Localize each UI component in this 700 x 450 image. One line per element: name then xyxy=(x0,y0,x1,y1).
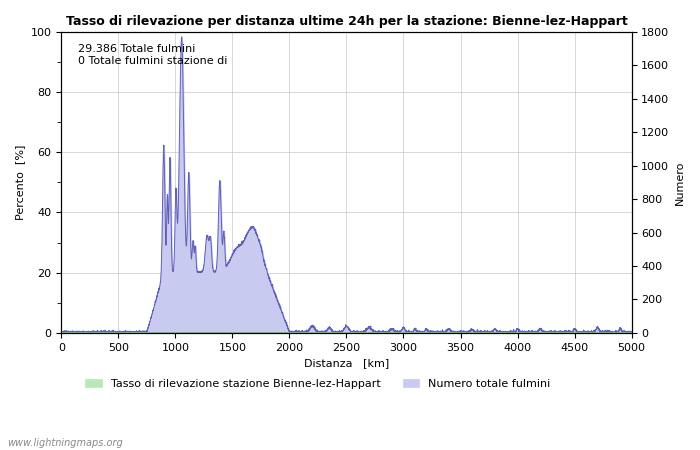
X-axis label: Distanza   [km]: Distanza [km] xyxy=(304,358,389,368)
Y-axis label: Numero: Numero xyxy=(675,160,685,205)
Title: Tasso di rilevazione per distanza ultime 24h per la stazione: Bienne-lez-Happart: Tasso di rilevazione per distanza ultime… xyxy=(66,15,627,28)
Y-axis label: Percento  [%]: Percento [%] xyxy=(15,145,25,220)
Text: www.lightningmaps.org: www.lightningmaps.org xyxy=(7,437,122,447)
Text: 29.386 Totale fulmini
0 Totale fulmini stazione di: 29.386 Totale fulmini 0 Totale fulmini s… xyxy=(78,44,228,66)
Legend: Tasso di rilevazione stazione Bienne-lez-Happart, Numero totale fulmini: Tasso di rilevazione stazione Bienne-lez… xyxy=(80,374,555,393)
